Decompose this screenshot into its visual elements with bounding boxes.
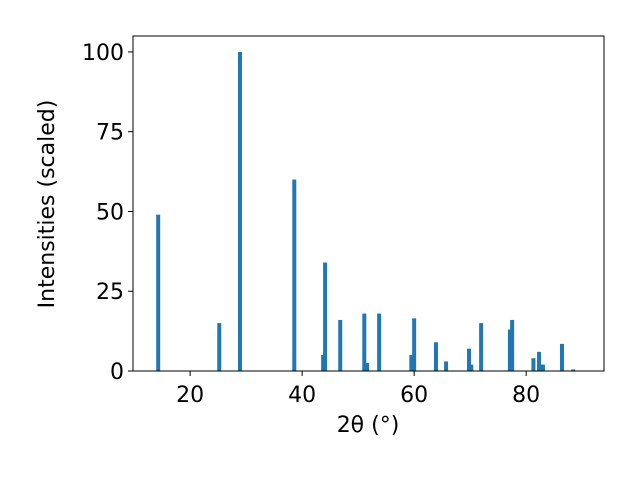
bar: [507, 329, 512, 371]
plot-frame: [132, 35, 605, 372]
y-tick-label: 25: [96, 280, 124, 305]
y-tick-label: 75: [96, 121, 124, 146]
bar: [156, 214, 161, 371]
y-axis-label: Intensities (scaled): [35, 100, 60, 309]
bar: [571, 369, 576, 371]
bar: [537, 351, 542, 371]
bar: [444, 361, 449, 371]
bar: [323, 262, 328, 371]
x-axis-label: 2θ (°): [337, 413, 400, 438]
bar: [510, 319, 515, 371]
bar: [479, 323, 484, 371]
x-tick-label: 80: [512, 383, 540, 408]
bar: [467, 348, 472, 371]
bar: [377, 313, 382, 371]
bar: [409, 355, 414, 371]
x-tick-label: 40: [288, 383, 316, 408]
bar: [559, 343, 564, 371]
x-tick-label: 60: [400, 383, 428, 408]
bar: [338, 319, 343, 371]
bar: [365, 363, 370, 371]
bar: [531, 358, 536, 371]
bar: [469, 364, 474, 371]
x-tick-label: 20: [176, 383, 204, 408]
bar: [362, 313, 367, 371]
bar: [237, 51, 242, 371]
y-tick-label: 50: [96, 200, 124, 225]
bar: [540, 364, 545, 371]
bar: [292, 179, 297, 371]
bar: [412, 318, 417, 371]
bar: [217, 323, 222, 371]
y-tick-label: 0: [110, 360, 124, 385]
bar: [433, 342, 438, 371]
y-tick-label: 100: [82, 41, 124, 66]
